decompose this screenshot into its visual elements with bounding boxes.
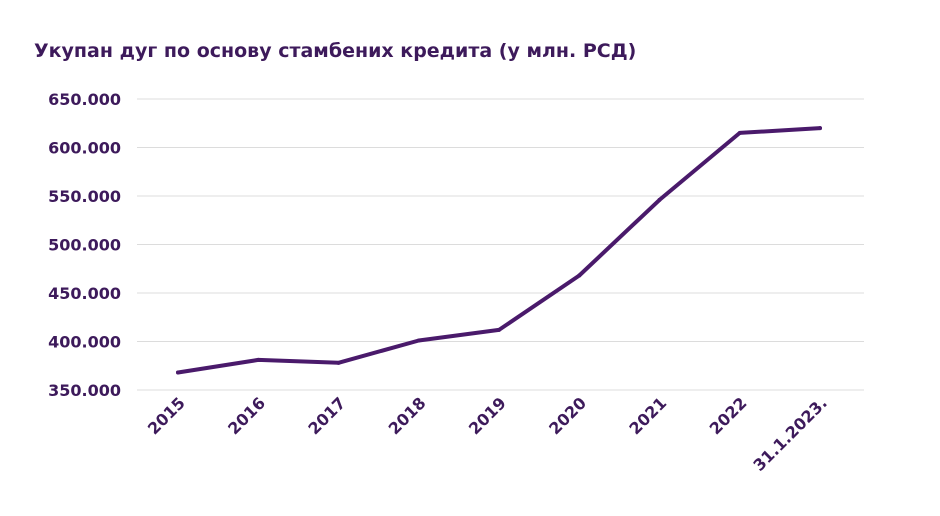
data-point — [577, 273, 582, 278]
y-tick-label: 500.000 — [48, 236, 121, 255]
x-tick-label: 2022 — [706, 393, 751, 438]
x-tick-label: 2017 — [304, 393, 349, 438]
y-tick-label: 550.000 — [48, 187, 121, 206]
x-tick-label: 2015 — [144, 393, 189, 438]
y-tick-label: 400.000 — [48, 333, 121, 352]
x-tick-label: 2021 — [625, 393, 670, 438]
data-point — [336, 360, 341, 365]
data-point — [818, 126, 822, 131]
y-axis-ticks: 650.000 600.000 550.000 500.000 450.000 400.0… — [48, 90, 121, 400]
y-tick-label: 600.000 — [48, 139, 121, 158]
data-point — [416, 338, 421, 343]
x-tick-label: 2019 — [465, 393, 510, 438]
series-line — [176, 126, 822, 375]
x-tick-label: 2018 — [385, 393, 430, 438]
chart-title: Укупан дуг по основу стамбених кредита (… — [34, 40, 637, 62]
data-point — [176, 370, 180, 375]
x-tick-label: 31.1.2023. — [749, 393, 830, 474]
data-point — [497, 327, 501, 332]
y-tick-label: 450.000 — [48, 284, 121, 303]
data-point — [657, 197, 662, 202]
y-tick-label: 350.000 — [48, 381, 121, 400]
gridlines — [137, 98, 864, 391]
series-layer — [176, 126, 822, 375]
data-point — [256, 357, 261, 362]
y-tick-label: 650.000 — [48, 90, 121, 109]
x-tick-label: 2016 — [224, 393, 269, 438]
x-axis-ticks: 2015 2016 2017 2018 2019 2020 2021 202231.1.202… — [144, 393, 831, 474]
x-tick-label: 2020 — [545, 393, 590, 438]
data-point — [737, 130, 742, 135]
